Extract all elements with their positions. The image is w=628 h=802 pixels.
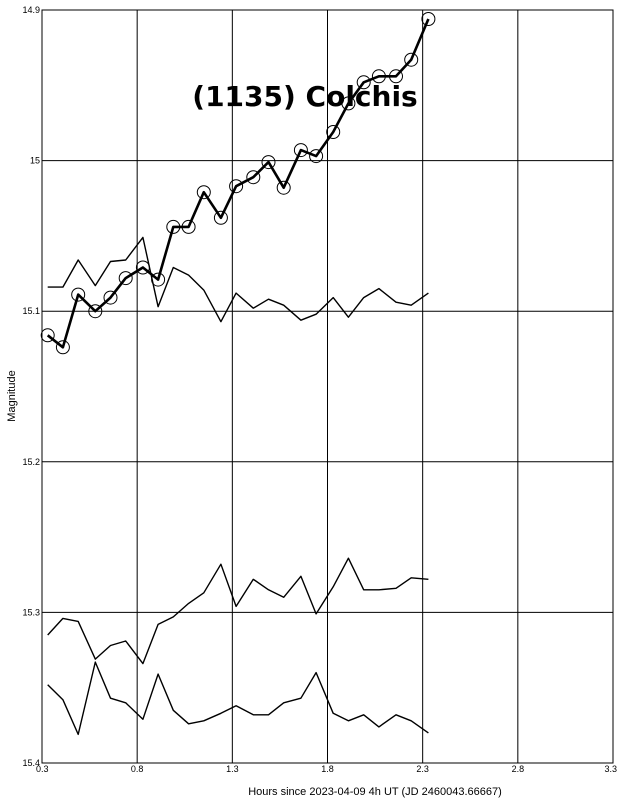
target-point-marker bbox=[151, 272, 166, 287]
target-point-marker bbox=[309, 149, 324, 164]
target-point-marker bbox=[276, 180, 291, 195]
target-point-marker bbox=[404, 52, 419, 67]
target-point-marker bbox=[261, 155, 276, 170]
target-point-marker bbox=[293, 143, 308, 158]
target-point-marker bbox=[55, 340, 70, 355]
target-point-marker bbox=[181, 219, 196, 234]
comparison-series-line-2 bbox=[47, 557, 429, 665]
target-point-marker bbox=[213, 210, 228, 225]
x-tick-label: 3.3 bbox=[604, 764, 617, 774]
series-markers bbox=[40, 12, 436, 355]
x-tick-label: 0.8 bbox=[131, 764, 144, 774]
x-tick-label: 1.8 bbox=[321, 764, 334, 774]
target-point-marker bbox=[371, 69, 386, 84]
target-point-marker bbox=[229, 179, 244, 194]
y-tick-labels: 14.9 15 15.1 15.2 15.3 15.4 bbox=[22, 5, 40, 768]
target-point-marker bbox=[88, 304, 103, 319]
x-axis-label: Hours since 2023-04-09 4h UT (JD 2460043… bbox=[248, 786, 502, 798]
y-tick-label: 14.9 bbox=[22, 5, 40, 15]
comparison-series-line-3 bbox=[47, 661, 429, 736]
target-point-marker bbox=[71, 287, 86, 302]
target-point-marker bbox=[246, 170, 261, 185]
target-point-marker bbox=[166, 219, 181, 234]
series-lines bbox=[46, 18, 430, 736]
target-point-marker bbox=[103, 290, 118, 305]
chart-title: (1135) Colchis bbox=[192, 80, 417, 113]
target-series-line bbox=[46, 18, 430, 349]
x-tick-label: 1.3 bbox=[226, 764, 239, 774]
x-tick-label: 2.8 bbox=[512, 764, 525, 774]
target-point-marker bbox=[40, 328, 55, 343]
y-tick-label: 15.4 bbox=[22, 758, 40, 768]
x-tick-labels: 0.3 0.8 1.3 1.8 2.3 2.8 3.3 bbox=[36, 764, 617, 774]
y-tick-label: 15.2 bbox=[22, 457, 40, 467]
comparison-series-line-1 bbox=[47, 236, 429, 323]
y-tick-label: 15.1 bbox=[22, 306, 40, 316]
target-point-marker bbox=[389, 69, 403, 84]
target-point-marker bbox=[135, 260, 150, 275]
target-point-marker bbox=[326, 125, 341, 139]
y-axis-label: Magnitude bbox=[6, 370, 18, 421]
target-point-marker bbox=[421, 12, 436, 26]
target-point-marker bbox=[118, 271, 133, 286]
target-point-marker bbox=[356, 75, 371, 90]
x-tick-label: 2.3 bbox=[416, 764, 429, 774]
y-tick-label: 15.3 bbox=[22, 607, 40, 617]
plot-frame bbox=[41, 9, 614, 764]
target-point-marker bbox=[341, 96, 356, 111]
target-point-marker bbox=[196, 185, 211, 200]
y-tick-label: 15 bbox=[30, 156, 40, 166]
x-tick-label: 0.3 bbox=[36, 764, 49, 774]
